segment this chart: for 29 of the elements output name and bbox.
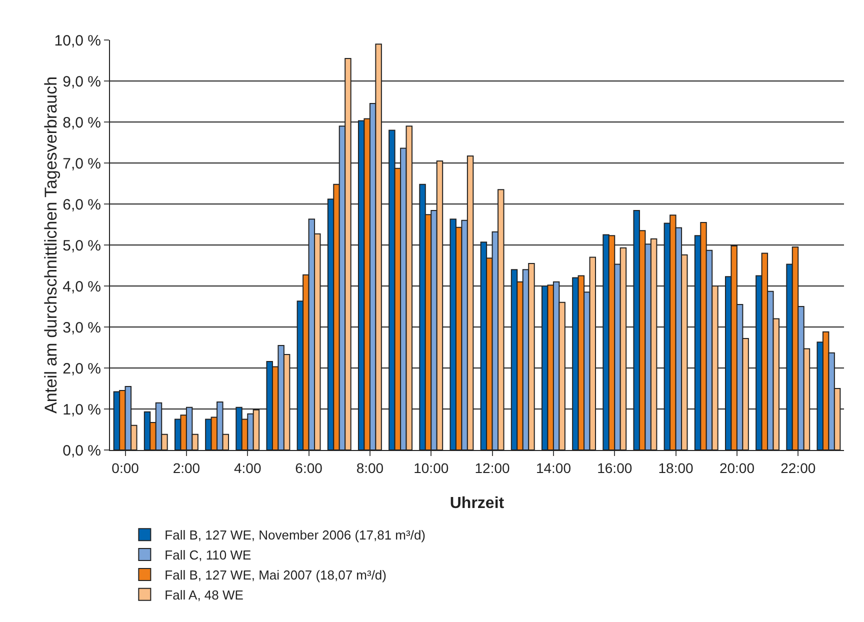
y-tick-label: 3,0 % xyxy=(62,319,101,336)
y-tick-label: 8,0 % xyxy=(62,114,101,132)
y-tick-label: 1,0 % xyxy=(62,401,101,418)
x-tick-label: 22:00 xyxy=(780,460,816,476)
legend-label: Fall C, 110 WE xyxy=(164,548,252,563)
x-tick-label: 18:00 xyxy=(658,460,694,476)
x-tick-label: 6:00 xyxy=(295,460,323,476)
y-tick-label: 10,0 % xyxy=(54,32,101,50)
y-tick-label: 5,0 % xyxy=(62,237,101,254)
x-tick-label: 10:00 xyxy=(414,460,449,476)
x-tick-label: 8:00 xyxy=(356,460,384,476)
y-tick-label: 6,0 % xyxy=(62,196,101,214)
y-tick-label: 9,0 % xyxy=(62,73,101,90)
legend-label: Fall A, 48 WE xyxy=(164,587,244,602)
legend-label: Fall B, 127 WE, November 2006 (17,81 m³/d) xyxy=(164,528,426,543)
x-tick-label: 2:00 xyxy=(172,460,200,476)
y-tick-label: 0,0 % xyxy=(62,442,101,460)
legend-label: Fall B, 127 WE, Mai 2007 (18,07 m³/d) xyxy=(164,568,386,583)
x-tick-label: 14:00 xyxy=(536,460,572,476)
y-tick-label: 2,0 % xyxy=(62,360,101,378)
y-tick-label: 4,0 % xyxy=(62,278,101,296)
x-tick-label: 4:00 xyxy=(234,460,262,476)
y-axis-title: Anteil am durchschnittlichen Tagesverbrauch xyxy=(42,76,61,414)
y-tick-label: 7,0 % xyxy=(62,155,101,172)
x-tick-label: 16:00 xyxy=(597,460,632,476)
x-axis-title: Uhrzeit xyxy=(450,495,505,512)
x-tick-label: 12:00 xyxy=(474,460,510,476)
x-tick-label: 20:00 xyxy=(719,460,755,476)
x-tick-label: 0:00 xyxy=(112,460,140,476)
